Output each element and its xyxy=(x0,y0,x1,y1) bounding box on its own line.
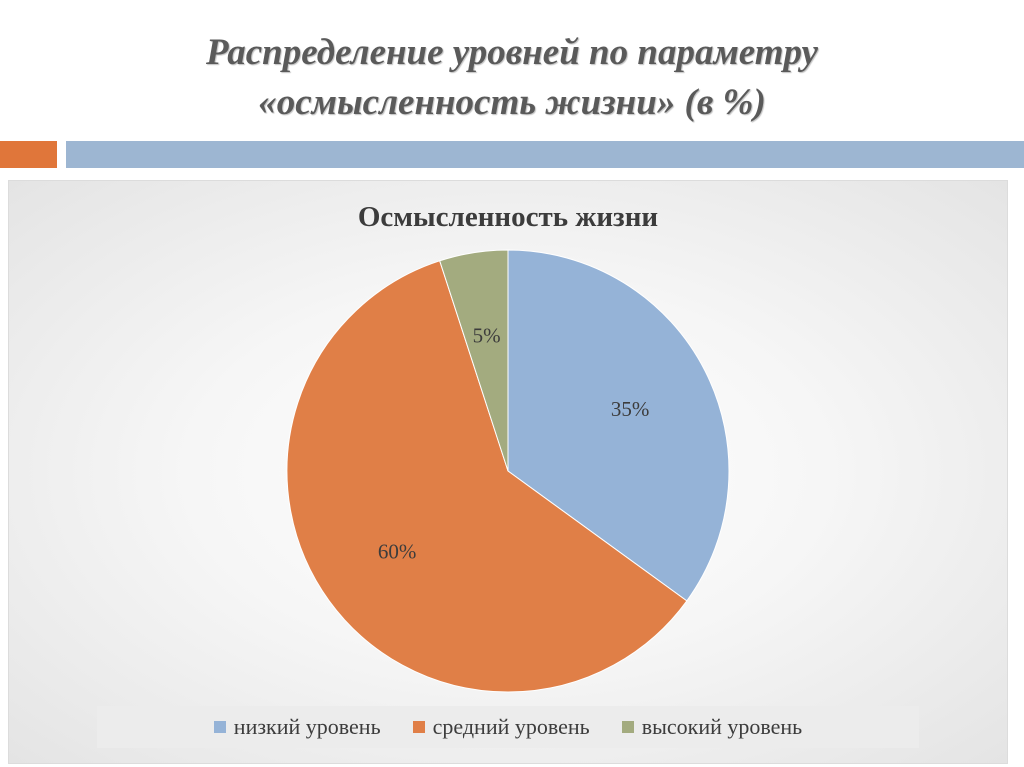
legend-swatch xyxy=(621,721,634,733)
pie-slices xyxy=(286,249,730,693)
chart-legend: низкий уровень средний уровень высокий уро… xyxy=(97,706,919,748)
slide-title-line-2: «осмысленность жизни» (в %) xyxy=(258,82,766,123)
legend-label: низкий уровень xyxy=(233,714,381,739)
accent-bar-orange xyxy=(0,141,57,168)
data-label-2: 60% xyxy=(378,540,417,564)
legend-swatch xyxy=(412,721,425,733)
pie-slice-1 xyxy=(507,249,730,602)
chart-area: Осмысленность жизни 35% 60% 5% низкий уров… xyxy=(8,180,1008,764)
pie-data-labels: 35% 60% 5% xyxy=(378,324,649,564)
slide-title-line-1: Распределение уровней по параметру xyxy=(206,32,818,73)
chart-title: Осмысленность жизни xyxy=(358,201,658,233)
legend-label: средний уровень xyxy=(432,714,590,739)
pie-slice-3 xyxy=(439,249,509,472)
slide-title: Распределение уровней по параметру «осмы… xyxy=(0,28,1024,128)
legend-swatch xyxy=(213,721,226,733)
legend-item-2: средний уровень xyxy=(412,714,590,740)
legend-label: высокий уровень xyxy=(641,714,803,739)
pie-slice-2 xyxy=(286,260,688,693)
pie-chart: Осмысленность жизни 35% 60% 5% xyxy=(286,201,730,693)
data-label-3: 5% xyxy=(473,324,501,348)
data-label-1: 35% xyxy=(611,397,650,421)
legend-item-3: высокий уровень xyxy=(621,714,803,740)
accent-bar-blue xyxy=(66,141,1024,168)
legend-item-1: низкий уровень xyxy=(213,714,381,740)
